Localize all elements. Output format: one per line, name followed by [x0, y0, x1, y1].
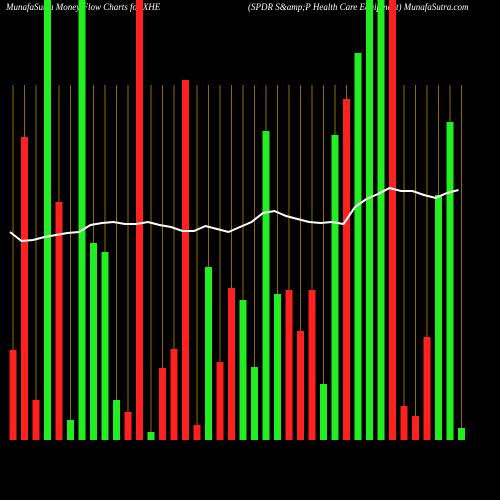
- bar: [262, 131, 270, 440]
- bar: [412, 416, 419, 440]
- bar: [239, 300, 247, 440]
- bar: [136, 0, 143, 440]
- bar: [366, 0, 373, 440]
- bar: [147, 432, 155, 440]
- bar: [354, 53, 362, 440]
- bar: [343, 99, 350, 440]
- bar: [377, 0, 385, 440]
- bar: [44, 0, 51, 440]
- bar: [182, 80, 189, 440]
- bar: [193, 425, 201, 440]
- bar: [170, 349, 178, 440]
- bar: [446, 122, 454, 440]
- bar: [274, 294, 281, 440]
- bar: [159, 368, 166, 440]
- bar: [308, 290, 316, 440]
- bar: [297, 331, 304, 440]
- bar: [21, 137, 28, 440]
- bar: [458, 428, 465, 440]
- bar: [55, 202, 63, 440]
- bar: [216, 362, 224, 440]
- money-flow-line: [9, 186, 459, 243]
- bar: [400, 406, 408, 440]
- bar: [90, 243, 97, 440]
- bar: [78, 0, 86, 440]
- bar: [9, 350, 17, 440]
- bar: [320, 384, 327, 440]
- bar: [423, 337, 431, 440]
- bar: [205, 267, 212, 440]
- bar: [331, 135, 339, 440]
- chart-subtitle: (SPDR S&amp;P Health Care Equipment) Mun…: [248, 2, 469, 12]
- bar: [435, 195, 442, 440]
- bar: [389, 0, 396, 440]
- bar: [101, 252, 109, 440]
- bar: [124, 412, 132, 440]
- bar: [228, 288, 235, 440]
- bar: [285, 290, 293, 440]
- bar: [251, 367, 258, 440]
- bar: [67, 420, 74, 440]
- bar: [113, 400, 120, 440]
- bar: [32, 400, 40, 440]
